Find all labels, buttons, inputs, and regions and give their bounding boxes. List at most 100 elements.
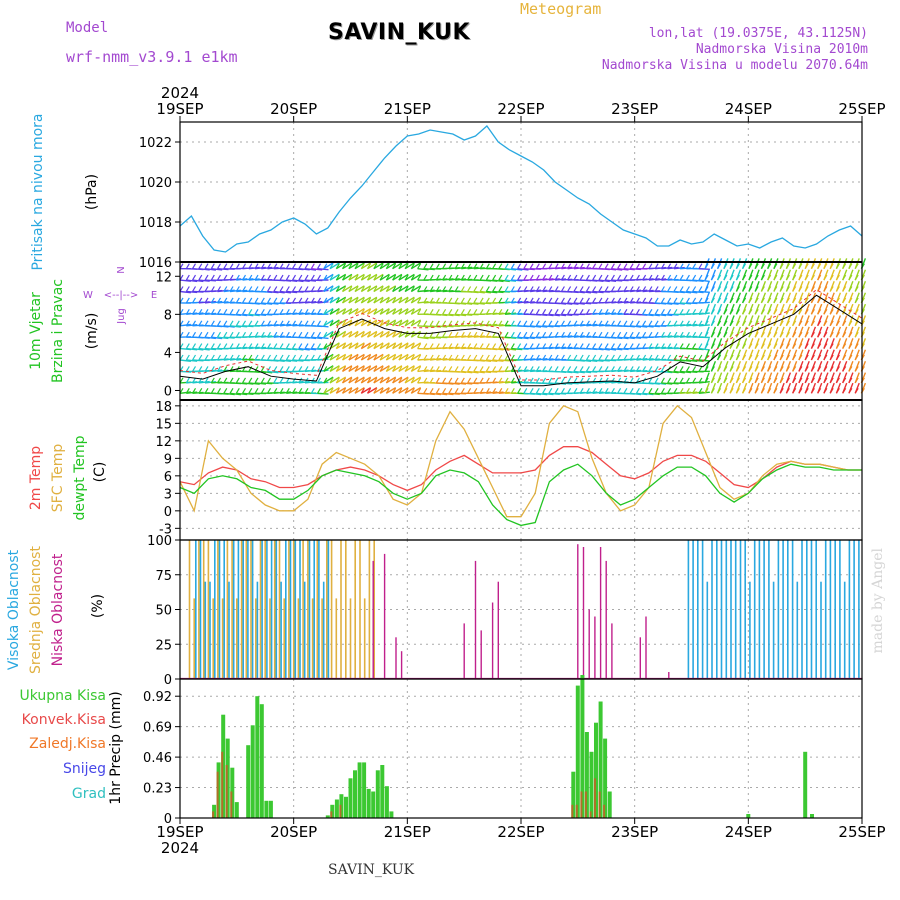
wind-barb-flag: [548, 274, 553, 281]
wind-barb: [398, 296, 409, 304]
wind-barb-flag: [604, 377, 609, 384]
wind-barb: [673, 335, 685, 338]
wind-barb: [348, 285, 359, 293]
wind-barb-flag: [823, 286, 828, 292]
wind-barb: [385, 353, 397, 361]
wind-barb-flag: [329, 274, 334, 281]
wind-barb: [611, 347, 623, 351]
cloud-bar-mid: [321, 598, 323, 679]
cloud-bar-high: [280, 581, 282, 679]
cloud-bar-high: [308, 540, 311, 679]
wind-barb-flag: [579, 366, 584, 372]
wind-barb-flag: [829, 308, 834, 315]
wind-barb-flag: [635, 366, 640, 372]
wind-barb: [354, 285, 365, 293]
wind-barb: [186, 391, 198, 394]
wind-barb: [461, 335, 473, 338]
wind-barb: [335, 376, 347, 384]
wind-barb: [392, 342, 403, 350]
wind-barb-flag: [854, 286, 859, 292]
wind-barb-flag: [535, 274, 540, 281]
wind-barb-flag: [417, 387, 422, 394]
wind-barb-flag: [335, 308, 340, 315]
wind-barb-flag: [773, 331, 778, 338]
cloud-bar-high: [275, 540, 278, 679]
wind-barb-flag: [560, 263, 565, 270]
wind-barb-flag: [492, 377, 497, 384]
wind-barb-flag: [567, 343, 572, 349]
wind-barb-flag: [241, 297, 247, 304]
wind-barb-flag: [348, 286, 353, 292]
wind-barb: [567, 302, 579, 305]
wind-barb-flag: [723, 354, 728, 361]
wind-barb-flag: [623, 274, 628, 281]
wind-barb: [517, 369, 529, 373]
wind-barb-flag: [804, 274, 809, 281]
wind-barb-flag: [198, 308, 203, 315]
cloud-bar-mid: [231, 540, 233, 679]
wind-barb: [673, 370, 685, 374]
wind-barb-flag: [573, 366, 578, 372]
wind-barb-flag: [623, 331, 628, 338]
wind-barb-flag: [823, 274, 828, 281]
wind-barb-flag: [610, 274, 615, 281]
wind-barb-flag: [423, 366, 428, 372]
cloud-bar-mid: [283, 598, 285, 679]
wind-barb-flag: [323, 387, 328, 394]
wind-barb-flag: [385, 320, 390, 327]
wind-barb-flag: [854, 387, 859, 394]
wind-barb-flag: [592, 343, 597, 349]
wind-barb-flag: [648, 343, 653, 349]
wind-barb: [267, 335, 279, 338]
wind-barb-flag: [479, 377, 484, 384]
wind-barb-flag: [835, 297, 840, 304]
wind-barb-flag: [617, 387, 622, 394]
wind-barb: [198, 312, 210, 315]
wind-barb: [292, 279, 304, 283]
wind-barb: [530, 325, 542, 328]
wind-barb-flag: [341, 263, 347, 270]
wind-barb-flag: [304, 387, 309, 394]
wind-barb-flag: [810, 354, 815, 361]
wind-barb-flag: [729, 308, 734, 315]
wind-barb-flag: [285, 366, 290, 372]
wind-barb: [379, 342, 390, 350]
wind-barb-flag: [810, 366, 815, 372]
wind-barb-flag: [216, 297, 222, 304]
precip-bar-total: [571, 771, 576, 818]
wind-barb-flag: [535, 263, 540, 270]
wind-barb-flag: [354, 343, 359, 349]
wind-barb-flag: [392, 297, 397, 304]
year-label-bottom: 2024: [161, 839, 199, 857]
wind-barb-flag: [504, 263, 509, 270]
wind-barb-flag: [754, 286, 759, 292]
wind-barb-flag: [517, 263, 522, 270]
wind-barb: [392, 262, 403, 270]
wind-barb-flag: [717, 274, 722, 281]
wind-barb-flag: [660, 343, 665, 349]
wind-barb-flag: [567, 366, 572, 372]
wind-barb-flag: [373, 274, 378, 281]
precip-bar-total: [384, 786, 389, 818]
pressure-series-line: [179, 125, 863, 253]
wind-barb-flag: [467, 263, 472, 270]
wind-barb-flag: [792, 366, 797, 372]
wind-barb-flag: [235, 343, 240, 349]
wind-barb-flag: [316, 331, 322, 338]
wind-barb-flag: [804, 366, 809, 372]
wind-barb: [592, 324, 604, 327]
wind-barb-flag: [454, 286, 459, 292]
wind-barb-flag: [710, 263, 715, 270]
wind-barb-flag: [316, 274, 322, 281]
wind-barb: [511, 381, 523, 384]
wind-barb-flag: [360, 320, 365, 327]
wind-barb-flag: [448, 366, 453, 372]
wind-barb-flag: [792, 331, 797, 338]
wind-legend-north: N: [116, 266, 127, 273]
wind-barb-flag: [573, 387, 578, 394]
wind-barb-flag: [310, 263, 315, 270]
wind-barb-flag: [742, 308, 747, 315]
cloud-bar-high: [810, 540, 813, 679]
wind-barb-flag: [848, 297, 853, 304]
